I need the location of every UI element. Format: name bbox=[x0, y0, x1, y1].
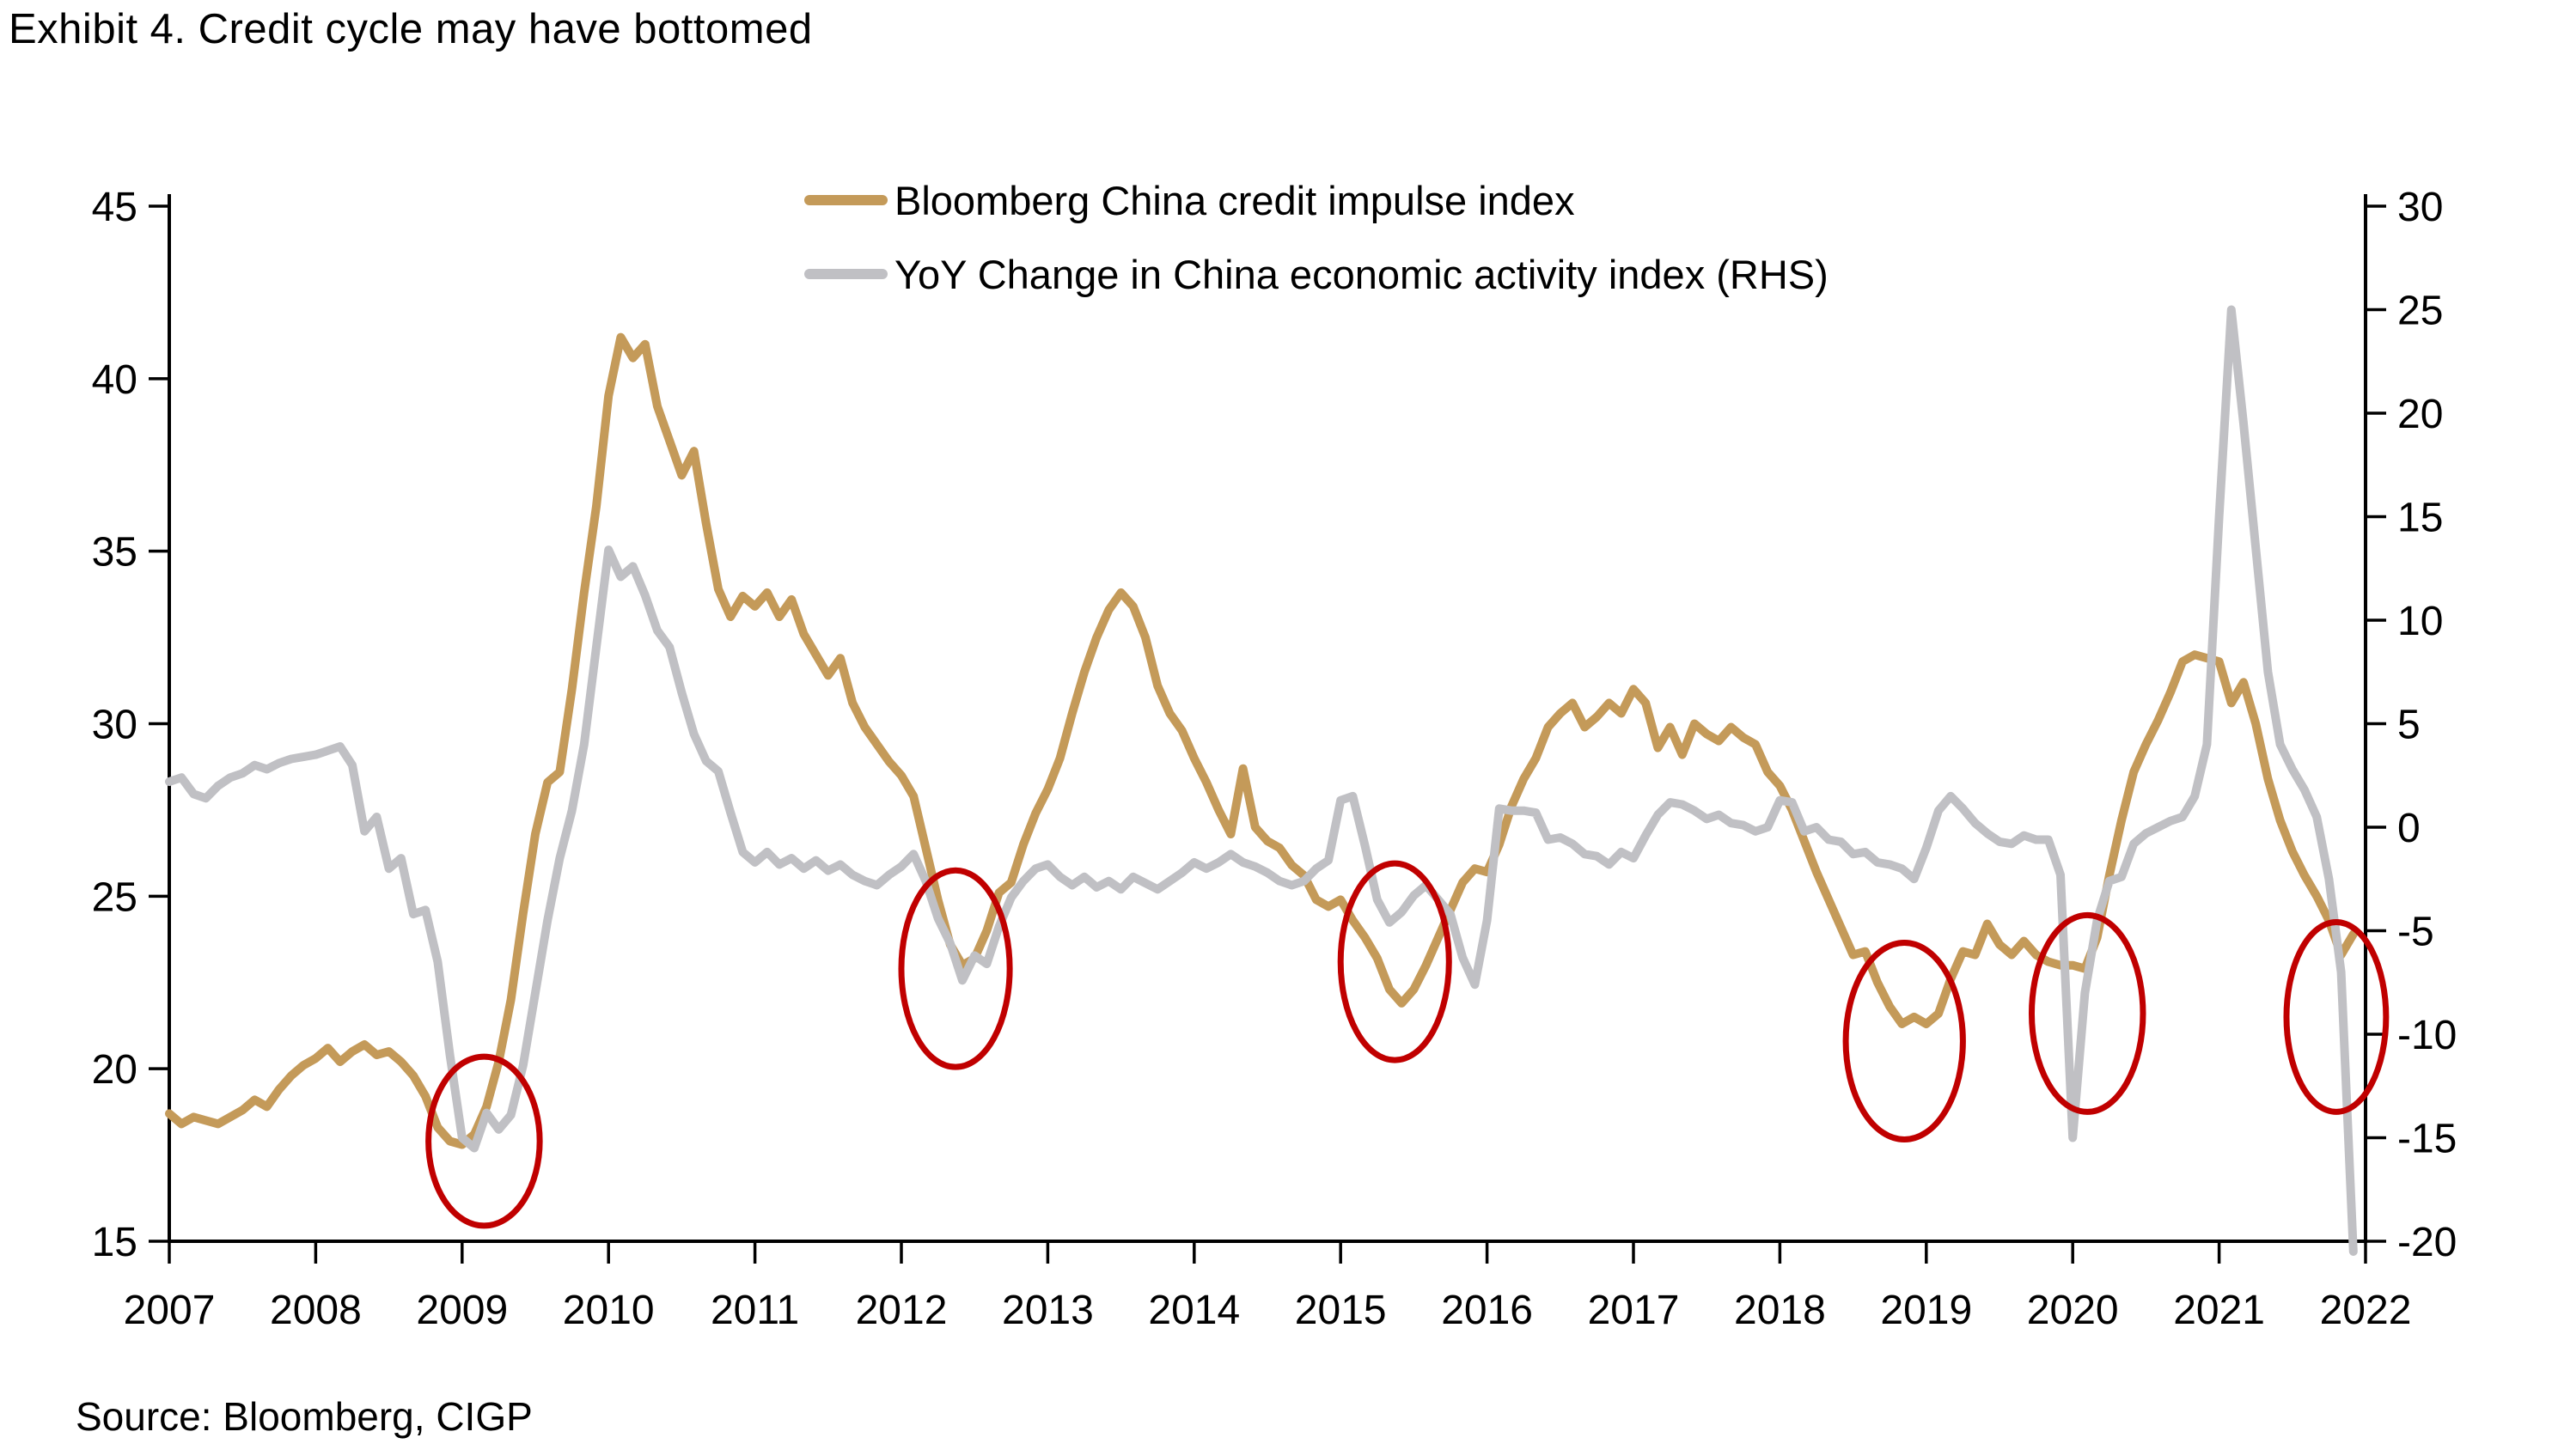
legend-swatch-gray-line bbox=[804, 269, 888, 279]
y-axis-right-tick-label: -5 bbox=[2397, 910, 2434, 955]
y-axis-right-tick-label: 15 bbox=[2397, 496, 2443, 541]
x-axis-tick-label: 2022 bbox=[2320, 1288, 2412, 1333]
x-axis-tick-label: 2017 bbox=[1588, 1288, 1680, 1333]
x-axis-tick-label: 2020 bbox=[2027, 1288, 2119, 1333]
trough-circle bbox=[2283, 918, 2390, 1115]
x-axis-tick-label: 2012 bbox=[856, 1288, 948, 1333]
x-axis-tick-label: 2009 bbox=[416, 1288, 508, 1333]
data-series bbox=[165, 305, 2358, 1256]
y-axis-right-tick-label: -15 bbox=[2397, 1117, 2457, 1162]
series-line-credit-impulse bbox=[165, 332, 2358, 1149]
x-axis-tick-label: 2021 bbox=[2173, 1288, 2265, 1333]
x-axis-tick-label: 2007 bbox=[124, 1288, 216, 1333]
x-axis-tick-label: 2019 bbox=[1880, 1288, 1972, 1333]
legend-label-credit-impulse: Bloomberg China credit impulse index bbox=[894, 177, 1575, 223]
legend-swatch-gold-line bbox=[804, 195, 888, 205]
y-axis-left-tick-label: 30 bbox=[92, 703, 137, 748]
source-attribution: Source: Bloomberg, CIGP bbox=[76, 1394, 533, 1439]
y-axis-left-tick-label: 35 bbox=[92, 530, 137, 576]
y-axis-left-tick-label: 20 bbox=[92, 1047, 137, 1093]
x-axis-tick-label: 2015 bbox=[1295, 1288, 1387, 1333]
x-axis-tick-label: 2014 bbox=[1148, 1288, 1240, 1333]
trough-annotations bbox=[425, 860, 2390, 1229]
legend: Bloomberg China credit impulse index YoY… bbox=[804, 163, 1829, 311]
y-axis-right-tick-label: 5 bbox=[2397, 703, 2421, 748]
y-axis-right-tick-label: -20 bbox=[2397, 1220, 2457, 1265]
y-axis-left-tick-label: 40 bbox=[92, 357, 137, 403]
y-axis-right-tick-label: -10 bbox=[2397, 1013, 2457, 1058]
trough-circle bbox=[1842, 940, 1966, 1143]
trough-circle bbox=[2028, 911, 2146, 1115]
chart-title: Exhibit 4. Credit cycle may have bottome… bbox=[9, 6, 813, 52]
y-axis-left-tick-label: 25 bbox=[92, 874, 137, 920]
y-axis-right-tick-label: 25 bbox=[2397, 289, 2443, 334]
x-axis-tick-label: 2013 bbox=[1002, 1288, 1094, 1333]
axes: 45403530252015302520151050-5-10-15-20200… bbox=[92, 185, 2457, 1333]
x-axis-tick-label: 2011 bbox=[711, 1288, 799, 1333]
trough-circle bbox=[425, 1053, 543, 1229]
series-line-activity-index bbox=[165, 305, 2358, 1256]
x-axis-tick-label: 2010 bbox=[563, 1288, 655, 1333]
legend-label-activity-index: YoY Change in China economic activity in… bbox=[894, 251, 1829, 297]
y-axis-left-tick-label: 15 bbox=[92, 1220, 137, 1265]
y-axis-right-tick-label: 20 bbox=[2397, 392, 2443, 437]
legend-item-credit-impulse: Bloomberg China credit impulse index bbox=[804, 163, 1829, 237]
x-axis-tick-label: 2008 bbox=[270, 1288, 362, 1333]
y-axis-right-tick-label: 30 bbox=[2397, 185, 2443, 230]
y-axis-right-tick-label: 10 bbox=[2397, 599, 2443, 644]
y-axis-right-tick-label: 0 bbox=[2397, 806, 2421, 851]
x-axis-tick-label: 2016 bbox=[1441, 1288, 1533, 1333]
legend-item-activity-index: YoY Change in China economic activity in… bbox=[804, 237, 1829, 311]
trough-circle bbox=[1337, 860, 1452, 1063]
trough-circle bbox=[898, 867, 1013, 1070]
y-axis-left-tick-label: 45 bbox=[92, 185, 137, 230]
x-axis-tick-label: 2018 bbox=[1734, 1288, 1826, 1333]
